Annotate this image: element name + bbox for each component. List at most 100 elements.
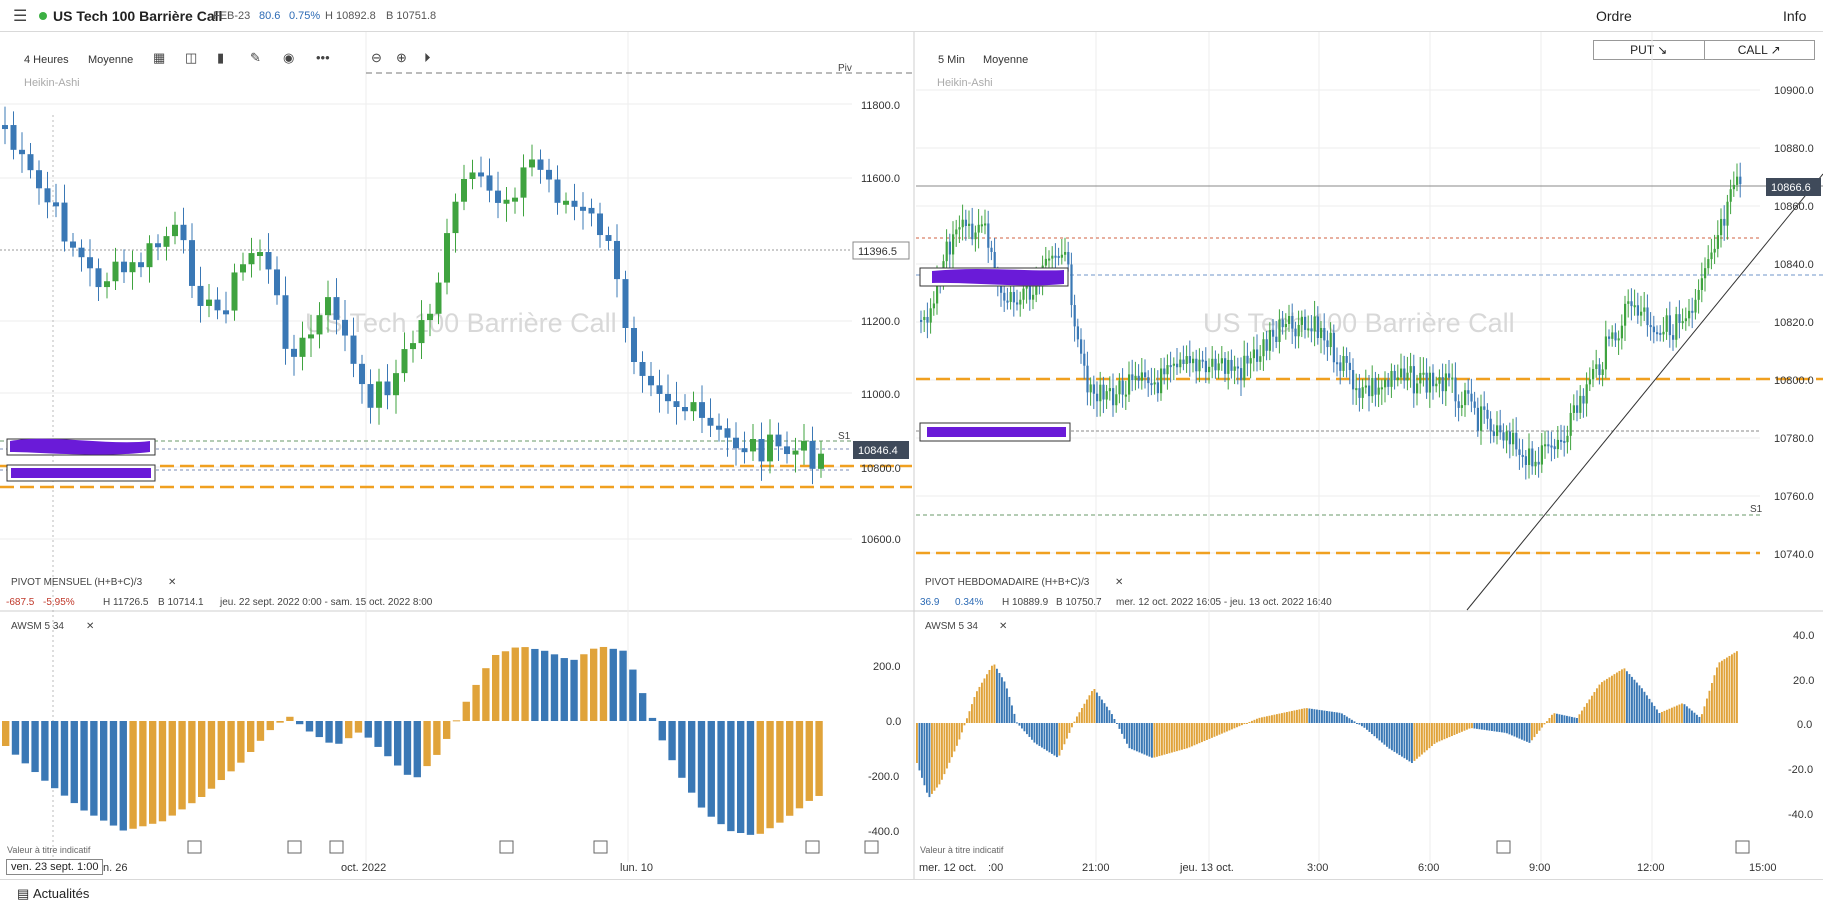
info-tab[interactable]: Info: [1783, 8, 1807, 24]
calendar-icon[interactable]: [1735, 840, 1750, 854]
histogram-bar: [286, 716, 294, 721]
close-icon[interactable]: ✕: [168, 577, 176, 588]
more-icon[interactable]: •••: [316, 50, 330, 65]
histogram-bar: [1076, 716, 1078, 723]
calendar-icon[interactable]: [805, 840, 820, 854]
histogram-bar: [1031, 723, 1033, 740]
histogram-bar: [1271, 715, 1273, 723]
histogram-bar: [1108, 710, 1111, 723]
candle: [146, 243, 153, 268]
right-awsm-histogram: [916, 651, 1738, 798]
histogram-bar: [916, 723, 918, 763]
histogram-bar: [1061, 723, 1063, 750]
right-style-select[interactable]: Moyenne: [983, 54, 1029, 66]
candle: [342, 319, 348, 336]
draw-icon[interactable]: ✎: [250, 50, 261, 65]
candle: [1220, 358, 1223, 364]
news-tab[interactable]: Actualités: [33, 886, 90, 901]
histogram-bar: [1286, 712, 1288, 723]
histogram-bar: [1586, 703, 1588, 723]
candle: [452, 201, 459, 234]
close-icon[interactable]: ✕: [86, 621, 94, 632]
histogram-bar: [973, 697, 976, 723]
calendar-icon[interactable]: [187, 840, 202, 854]
histogram-bar: [1593, 692, 1596, 723]
right-timeframe-select[interactable]: 5 Min: [938, 54, 965, 66]
y-tick: 10800.0: [1774, 375, 1814, 387]
candle: [1086, 365, 1089, 393]
histogram-bar: [1323, 710, 1326, 723]
candle: [1304, 316, 1307, 330]
calendar-icon[interactable]: [499, 840, 514, 854]
calendar-icon[interactable]: [287, 840, 302, 854]
histogram-bar: [1426, 723, 1428, 751]
trendline[interactable]: [1466, 173, 1823, 611]
candle: [1316, 316, 1319, 339]
close-icon[interactable]: ✕: [999, 621, 1007, 632]
candle: [1192, 358, 1195, 364]
day-low: B 10751.8: [386, 10, 437, 22]
calendar-icon[interactable]: [1496, 840, 1511, 854]
histogram-bar: [1131, 723, 1133, 750]
candle: [1128, 374, 1131, 395]
histogram-bar: [1733, 652, 1736, 723]
histogram-bar: [998, 673, 1001, 723]
call-button[interactable]: CALL ↗: [1737, 43, 1781, 57]
candle: [291, 348, 297, 357]
histogram-bar: [1511, 723, 1513, 736]
histogram-bar: [1716, 667, 1718, 723]
histogram-bar: [1521, 723, 1523, 740]
histogram-bar: [1236, 723, 1238, 728]
histogram-bar: [1113, 719, 1116, 723]
candle: [673, 401, 680, 408]
histogram-bar: [815, 721, 823, 796]
stat-change: -687.5: [6, 597, 35, 608]
histogram-bar: [1161, 723, 1163, 756]
calendar-icon[interactable]: [593, 840, 608, 854]
zoom-in-icon[interactable]: ⊕: [396, 50, 407, 65]
layout-icon[interactable]: ◫: [185, 50, 198, 65]
candle: [1166, 365, 1169, 375]
jump-to-end-icon[interactable]: ⏵: [424, 50, 431, 65]
histogram-bar: [1448, 723, 1451, 738]
candle: [767, 434, 773, 462]
left-style-select[interactable]: Moyenne: [88, 54, 134, 66]
histogram-bar: [1278, 713, 1281, 723]
indicators-icon[interactable]: ▮: [217, 50, 225, 65]
histogram-bar: [931, 723, 933, 794]
left-timeframe-select[interactable]: 4 Heures: [24, 54, 69, 66]
close-icon[interactable]: ✕: [1115, 577, 1123, 588]
candle: [1736, 176, 1739, 185]
histogram-bar: [1478, 723, 1481, 730]
histogram-bar: [1293, 710, 1296, 723]
order-tab[interactable]: Ordre: [1596, 8, 1632, 24]
histogram-bar: [60, 721, 69, 796]
histogram-bar: [1176, 723, 1178, 752]
candle: [1403, 368, 1406, 381]
instrument-title: US Tech 100 Barrière Call: [53, 8, 223, 24]
put-button[interactable]: PUT ↘: [1594, 41, 1705, 59]
histogram-bar: [921, 723, 923, 778]
candle: [1182, 359, 1185, 364]
candle: [1713, 248, 1716, 253]
histogram-bar: [1458, 723, 1461, 733]
calculator-icon[interactable]: ▦: [153, 50, 166, 65]
candle: [1179, 359, 1182, 368]
candle: [1502, 432, 1505, 441]
histogram-bar: [1701, 714, 1703, 723]
zoom-out-icon[interactable]: ⊖: [371, 50, 382, 65]
pivot-indicator-title: PIVOT MENSUEL (H+B+C)/3: [11, 577, 143, 588]
calendar-icon[interactable]: [329, 840, 344, 854]
calendar-icon[interactable]: [864, 840, 879, 854]
candle: [1313, 316, 1316, 332]
histogram-bar: [1101, 699, 1103, 723]
menu-icon[interactable]: ☰: [13, 8, 28, 25]
eye-icon[interactable]: ◉: [283, 50, 295, 65]
candle: [1499, 425, 1502, 433]
candle: [461, 179, 467, 202]
last-price-text: 10866.6: [1771, 182, 1811, 194]
histogram-bar: [1726, 657, 1728, 723]
histogram-bar: [688, 721, 696, 793]
candle: [571, 200, 578, 207]
